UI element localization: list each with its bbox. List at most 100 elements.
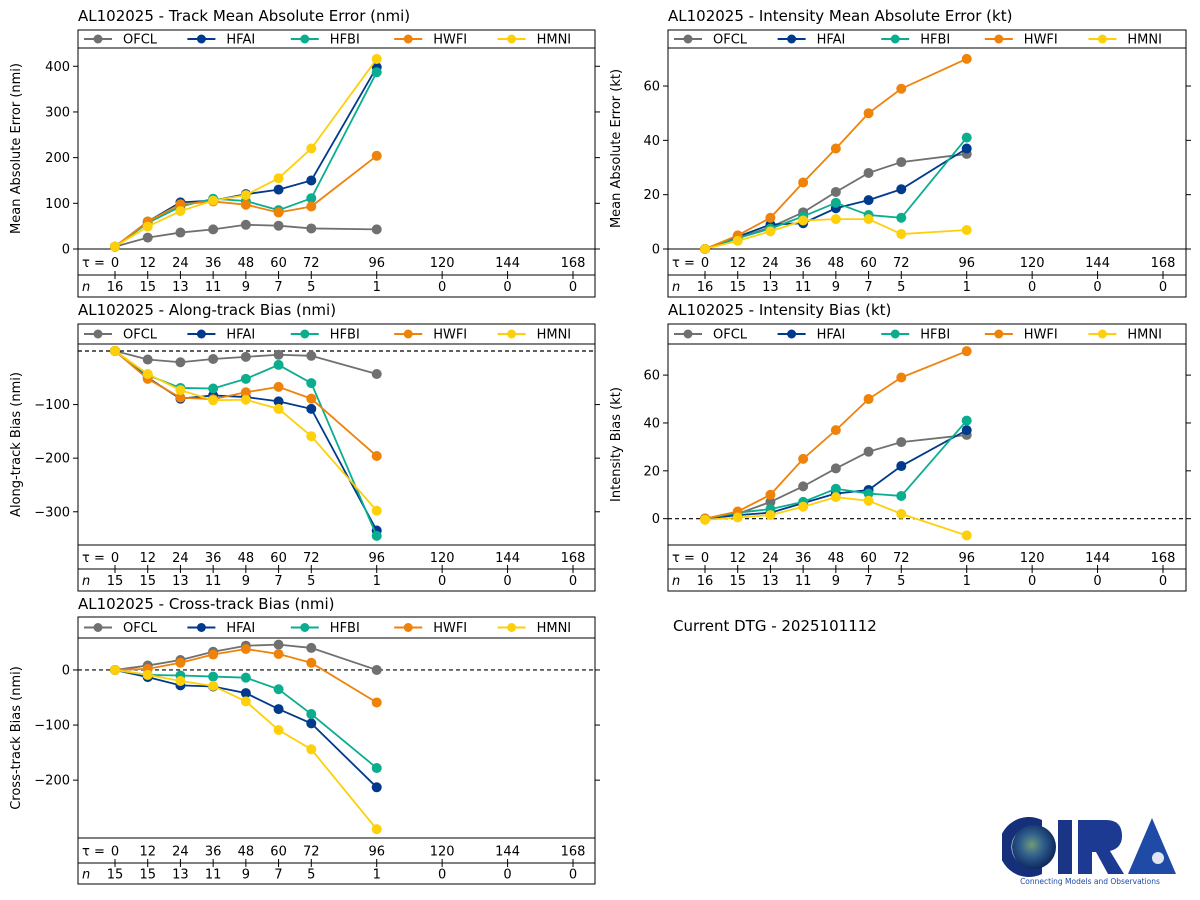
legend-label: OFCL bbox=[713, 33, 748, 48]
data-point bbox=[208, 395, 219, 406]
n-count-label: 5 bbox=[897, 574, 905, 589]
x-tick-label: 168 bbox=[1151, 551, 1176, 566]
n-row-label: n bbox=[672, 280, 680, 295]
legend-item-hwfi: HWFI bbox=[394, 33, 467, 48]
series-line bbox=[704, 434, 967, 520]
x-tick-label: 24 bbox=[172, 256, 189, 271]
y-axis-label: Cross-track Bias (nmi) bbox=[9, 666, 24, 810]
legend-marker bbox=[890, 329, 900, 339]
legend-marker bbox=[196, 329, 206, 339]
series-line bbox=[704, 496, 967, 537]
chart-title: AL102025 - Track Mean Absolute Error (nm… bbox=[78, 7, 410, 25]
n-count-label: 7 bbox=[864, 574, 872, 589]
data-point bbox=[961, 346, 972, 357]
data-point bbox=[371, 505, 382, 516]
data-point bbox=[273, 639, 284, 650]
n-count-label: 13 bbox=[762, 280, 779, 295]
n-count-label: 5 bbox=[307, 280, 315, 295]
legend-item-ofcl: OFCL bbox=[84, 328, 158, 343]
x-tick-label: 120 bbox=[1020, 551, 1045, 566]
legend-label: HFAI bbox=[226, 328, 255, 343]
data-point bbox=[306, 709, 317, 720]
data-point bbox=[863, 195, 874, 206]
series-hfai bbox=[110, 664, 382, 793]
x-tick-label: 120 bbox=[430, 256, 455, 271]
chart-panel-cross-track-bias: AL102025 - Cross-track Bias (nmi) OFCL HFA… bbox=[9, 595, 600, 885]
data-point bbox=[961, 530, 972, 541]
x-tick-label: 0 bbox=[111, 256, 119, 271]
data-point bbox=[798, 177, 809, 188]
data-point bbox=[371, 150, 382, 161]
x-tick-label: 72 bbox=[303, 845, 320, 860]
y-tick-label: 20 bbox=[643, 464, 660, 479]
data-point bbox=[273, 207, 284, 218]
legend-item-ofcl: OFCL bbox=[674, 328, 748, 343]
x-tick-label: 0 bbox=[701, 256, 709, 271]
x-tick-label: 144 bbox=[1085, 256, 1110, 271]
y-axis-label: Along-track Bias (nmi) bbox=[9, 372, 24, 517]
data-point bbox=[765, 496, 776, 507]
data-point bbox=[306, 642, 317, 653]
n-count-label: 5 bbox=[897, 280, 905, 295]
x-tick-label: 144 bbox=[495, 551, 520, 566]
series-line bbox=[704, 147, 968, 250]
data-point bbox=[240, 672, 251, 683]
n-count-label: 9 bbox=[242, 868, 250, 883]
data-point bbox=[208, 383, 219, 394]
data-point bbox=[240, 387, 251, 398]
chart-panel-intensity-mae: AL102025 - Intensity Mean Absolute Error… bbox=[609, 7, 1191, 298]
series-line bbox=[114, 58, 378, 248]
data-point bbox=[961, 132, 972, 143]
data-point bbox=[142, 232, 153, 243]
data-point bbox=[142, 669, 153, 680]
y-tick-label: 0 bbox=[62, 663, 70, 678]
legend-label: HFAI bbox=[226, 33, 255, 48]
data-point bbox=[273, 396, 284, 407]
legend-item-hfai: HFAI bbox=[777, 328, 845, 343]
data-point bbox=[240, 644, 251, 655]
x-tick-label: 60 bbox=[270, 845, 287, 860]
tau-row-label: τ = bbox=[82, 845, 105, 860]
series-line bbox=[114, 71, 378, 248]
data-point bbox=[830, 214, 841, 225]
legend-item-hwfi: HWFI bbox=[984, 33, 1058, 48]
chart-title: AL102025 - Intensity Bias (kt) bbox=[668, 301, 891, 319]
data-point bbox=[830, 186, 841, 197]
n-count-label: 15 bbox=[729, 574, 746, 589]
data-point bbox=[142, 221, 153, 232]
y-tick-label: 40 bbox=[643, 134, 660, 149]
legend-item-hmni: HMNI bbox=[497, 328, 572, 343]
x-tick-label: 96 bbox=[368, 845, 385, 860]
n-count-label: 0 bbox=[503, 868, 511, 883]
data-point bbox=[110, 241, 120, 252]
data-point bbox=[208, 195, 219, 206]
n-count-label: 0 bbox=[503, 574, 511, 589]
n-count-label: 16 bbox=[697, 280, 714, 295]
n-count-label: 13 bbox=[172, 574, 189, 589]
x-tick-label: 36 bbox=[205, 256, 222, 271]
legend-label: HMNI bbox=[537, 621, 572, 636]
legend-item-hmni: HMNI bbox=[497, 621, 572, 636]
x-tick-label: 168 bbox=[561, 256, 586, 271]
x-tick-label: 96 bbox=[368, 551, 385, 566]
data-point bbox=[306, 403, 317, 414]
legend-label: HWFI bbox=[433, 33, 467, 48]
data-point bbox=[830, 492, 841, 503]
legend-label: HMNI bbox=[537, 328, 572, 343]
legend-marker bbox=[507, 329, 517, 339]
x-tick-label: 36 bbox=[795, 551, 812, 566]
data-point bbox=[306, 718, 317, 729]
x-tick-label: 0 bbox=[701, 551, 709, 566]
legend-label: HFBI bbox=[920, 33, 950, 48]
legend-marker bbox=[683, 329, 693, 339]
n-count-label: 5 bbox=[307, 868, 315, 883]
series-hmni bbox=[110, 664, 382, 835]
data-point bbox=[240, 351, 251, 362]
data-point bbox=[765, 510, 776, 521]
n-count-label: 11 bbox=[795, 280, 812, 295]
series-hmni bbox=[700, 214, 972, 254]
legend-item-hwfi: HWFI bbox=[394, 621, 467, 636]
n-count-label: 9 bbox=[832, 574, 840, 589]
legend-item-hfai: HFAI bbox=[777, 33, 845, 48]
series-line bbox=[704, 350, 968, 520]
